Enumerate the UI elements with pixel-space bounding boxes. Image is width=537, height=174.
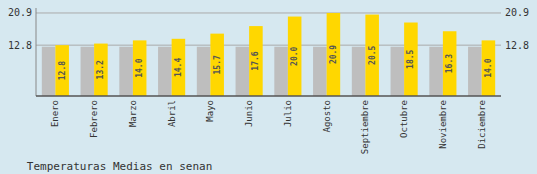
y-tick-label: 12.8 [8,40,32,51]
bar [391,47,405,96]
data-label: 17.6 [251,51,260,70]
x-axis-line [36,95,501,97]
y2-tick-label: 20.9 [505,7,529,18]
x-tick-label: Febrero [89,100,99,138]
bar [404,23,418,96]
bar [236,47,250,96]
x-tick-label: Marzo [128,100,138,127]
bar [482,40,496,96]
data-label: 18.5 [406,49,415,68]
bar [158,47,172,96]
x-tick-label: Julio [283,100,293,127]
bars [42,13,495,96]
chart-container: 12.8 13.2 14.0 14.4 15.7 17.6 20.0 20.9 20.5 18.5… [0,0,537,174]
x-tick-label: Junio [244,100,254,127]
bar [274,47,288,96]
bar [55,45,69,96]
bar [119,47,133,96]
data-label: 14.0 [135,58,144,77]
data-label: 15.7 [213,55,222,74]
x-tick-label: Septiembre [360,100,370,154]
x-tick-label: Mayo [205,100,215,122]
bar [327,13,341,96]
bar [197,47,211,96]
bar [94,44,108,96]
bar [352,47,366,96]
x-tick-label: Diciembre [477,100,487,149]
x-tick-label: Octubre [399,100,409,138]
bar [443,31,457,96]
bar [42,47,56,96]
grid-line [36,12,501,13]
page: {"chart_data": {"type": "bar", "title": … [0,0,537,174]
bar [249,26,263,96]
bar [133,40,147,96]
data-label: 20.5 [368,45,377,64]
bar [313,47,327,96]
bar [210,34,224,96]
data-label: 16.3 [445,54,454,73]
bar [172,39,186,96]
data-label: 12.8 [58,61,67,80]
data-label: 20.0 [290,46,299,65]
data-label: 14.0 [484,58,493,77]
x-tick-label: Noviembre [438,100,448,149]
bar [81,47,95,96]
title: Temperaturas Medias en senan [27,160,212,173]
y2-tick-label: 12.8 [505,40,529,51]
data-label: 14.4 [174,58,183,77]
y-axis-line [36,8,37,96]
data-label: 13.2 [96,60,105,79]
x-tick-label: Enero [50,100,60,127]
bar [468,47,482,96]
y-tick-label: 20.9 [8,7,32,18]
bar [429,47,443,96]
bar [365,15,379,96]
data-label: 20.9 [329,45,338,64]
chart: 12.8 13.2 14.0 14.4 15.7 17.6 20.0 20.9 20.5 18.5… [0,0,537,174]
x-tick-label: Abril [167,100,177,127]
bar [288,17,302,96]
x-tick-label: Agosto [322,100,332,133]
